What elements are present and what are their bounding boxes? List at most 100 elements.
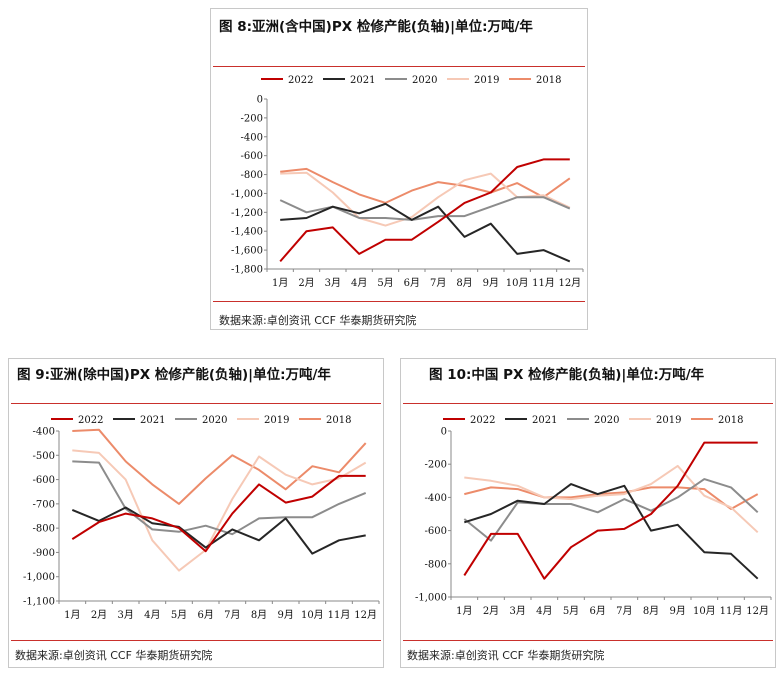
y-tick-label: -600 <box>33 475 55 486</box>
y-tick-label: -900 <box>33 548 55 559</box>
legend-label-2018: 2018 <box>536 75 561 86</box>
source-note: 数据来源:卓创资讯 CCF 华泰期货研究院 <box>219 314 417 327</box>
x-tick-label: 10月 <box>506 277 529 289</box>
x-tick-label: 5月 <box>563 605 579 617</box>
source-rule <box>403 640 773 641</box>
y-tick-label: -1,600 <box>231 246 263 257</box>
source-note: 数据来源:卓创资讯 CCF 华泰期货研究院 <box>15 649 213 662</box>
x-tick-label: 3月 <box>117 609 133 621</box>
x-tick-label: 8月 <box>251 609 267 621</box>
y-tick-label: -1,000 <box>231 189 263 200</box>
title-rule <box>11 403 381 404</box>
y-tick-label: -1,100 <box>23 597 55 608</box>
y-tick-label: -1,000 <box>23 572 55 583</box>
x-tick-label: 2月 <box>91 609 107 621</box>
x-tick-label: 3月 <box>325 277 341 289</box>
y-tick-label: -400 <box>241 132 263 143</box>
x-tick-label: 9月 <box>669 605 685 617</box>
line-chart-china: 0 -200 -400 -600 -800 -1,000 1月 2月 3月 4月 5月 6月 7月 8月 9… <box>415 415 772 617</box>
legend-label-2019: 2019 <box>474 75 499 86</box>
x-tick-label: 4月 <box>351 277 367 289</box>
y-tick-label: -500 <box>33 451 55 462</box>
series-line-2021 <box>464 483 759 580</box>
line-chart-asia-incl-china: 0 -200 -400 -600 -800 -1,000 -1,200 -1,400 -1,60… <box>231 75 584 289</box>
x-tick-label: 11月 <box>328 609 351 621</box>
x-tick-label: 1月 <box>272 277 288 289</box>
y-tick-label: -1,800 <box>231 265 263 276</box>
chart-title: 图 9:亚洲(除中国)PX 检修产能(负轴)|单位:万吨/年 <box>17 367 331 383</box>
x-tick-label: 6月 <box>589 605 605 617</box>
series-line-2019 <box>72 449 367 572</box>
x-tick-label: 10月 <box>301 609 324 621</box>
x-tick-label: 8月 <box>643 605 659 617</box>
y-tick-label: -1,200 <box>231 208 263 219</box>
x-tick-label: 11月 <box>720 605 743 617</box>
series-line-2020 <box>279 196 571 221</box>
series-line-2021 <box>71 506 366 555</box>
series-line-2018 <box>72 428 367 505</box>
series-line-2020 <box>72 460 367 536</box>
series-line-2018 <box>280 167 571 204</box>
x-tick-label: 10月 <box>693 605 716 617</box>
x-tick-label: 12月 <box>746 605 769 617</box>
x-tick-label: 4月 <box>144 609 160 621</box>
x-tick-label: 7月 <box>224 609 240 621</box>
x-tick-label: 6月 <box>404 277 420 289</box>
x-tick-label: 5月 <box>171 609 187 621</box>
line-chart-asia-excl-china: -400 -500 -600 -700 -800 -900 -1,000 -1,100 1月 2月… <box>23 415 380 621</box>
x-tick-label: 7月 <box>616 605 632 617</box>
legend-label-2022: 2022 <box>78 415 103 426</box>
x-tick-label: 2月 <box>298 277 314 289</box>
legend-label-2019: 2019 <box>656 415 681 426</box>
title-rule <box>213 66 585 67</box>
y-tick-label: -600 <box>425 526 447 537</box>
legend-label-2018: 2018 <box>326 415 351 426</box>
x-tick-label: 12月 <box>354 609 377 621</box>
x-tick-label: 8月 <box>456 277 472 289</box>
y-tick-label: 0 <box>257 95 263 106</box>
chart-title: 图 10:中国 PX 检修产能(负轴)|单位:万吨/年 <box>429 367 705 383</box>
legend-label-2020: 2020 <box>594 415 619 426</box>
legend-label-2020: 2020 <box>202 415 227 426</box>
legend-label-2018: 2018 <box>718 415 743 426</box>
x-tick-label: 11月 <box>532 277 555 289</box>
chart-title: 图 8:亚洲(含中国)PX 检修产能(负轴)|单位:万吨/年 <box>219 19 533 35</box>
x-tick-label: 12月 <box>558 277 581 289</box>
series-line-2022 <box>71 474 366 553</box>
legend-label-2022: 2022 <box>470 415 495 426</box>
chart-panel-10: 图 10:中国 PX 检修产能(负轴)|单位:万吨/年 0 -200 -400 -60… <box>400 358 776 668</box>
source-note: 数据来源:卓创资讯 CCF 华泰期货研究院 <box>407 649 605 662</box>
series-line-2018 <box>464 486 759 510</box>
y-tick-label: -800 <box>33 524 55 535</box>
chart-panel-8: 图 8:亚洲(含中国)PX 检修产能(负轴)|单位:万吨/年 0 -200 -400… <box>210 8 588 330</box>
y-tick-label: -1,000 <box>415 593 447 604</box>
y-tick-label: -800 <box>241 170 263 181</box>
title-rule <box>403 403 773 404</box>
y-tick-label: -600 <box>241 151 263 162</box>
x-tick-label: 2月 <box>483 605 499 617</box>
y-tick-label: -1,400 <box>231 227 263 238</box>
series-line-2021 <box>280 202 571 263</box>
x-tick-label: 1月 <box>456 605 472 617</box>
series-line-2020 <box>463 478 759 542</box>
y-tick-label: -200 <box>241 113 263 124</box>
source-rule <box>11 640 381 641</box>
x-tick-label: 9月 <box>483 277 499 289</box>
x-tick-label: 3月 <box>509 605 525 617</box>
legend-label-2021: 2021 <box>532 415 557 426</box>
x-tick-label: 6月 <box>197 609 213 621</box>
series-line-2022 <box>463 441 758 580</box>
legend-label-2019: 2019 <box>264 415 289 426</box>
legend-label-2021: 2021 <box>140 415 165 426</box>
x-tick-label: 5月 <box>377 277 393 289</box>
y-tick-label: -400 <box>425 493 447 504</box>
y-tick-label: -700 <box>33 499 55 510</box>
legend-label-2022: 2022 <box>288 75 313 86</box>
series-line-2019 <box>464 464 759 534</box>
y-tick-label: 0 <box>441 427 447 438</box>
legend-label-2020: 2020 <box>412 75 437 86</box>
legend-label-2021: 2021 <box>350 75 375 86</box>
source-rule <box>213 301 585 302</box>
x-tick-label: 1月 <box>64 609 80 621</box>
chart-panel-9: 图 9:亚洲(除中国)PX 检修产能(负轴)|单位:万吨/年 -400 -500-… <box>8 358 384 668</box>
